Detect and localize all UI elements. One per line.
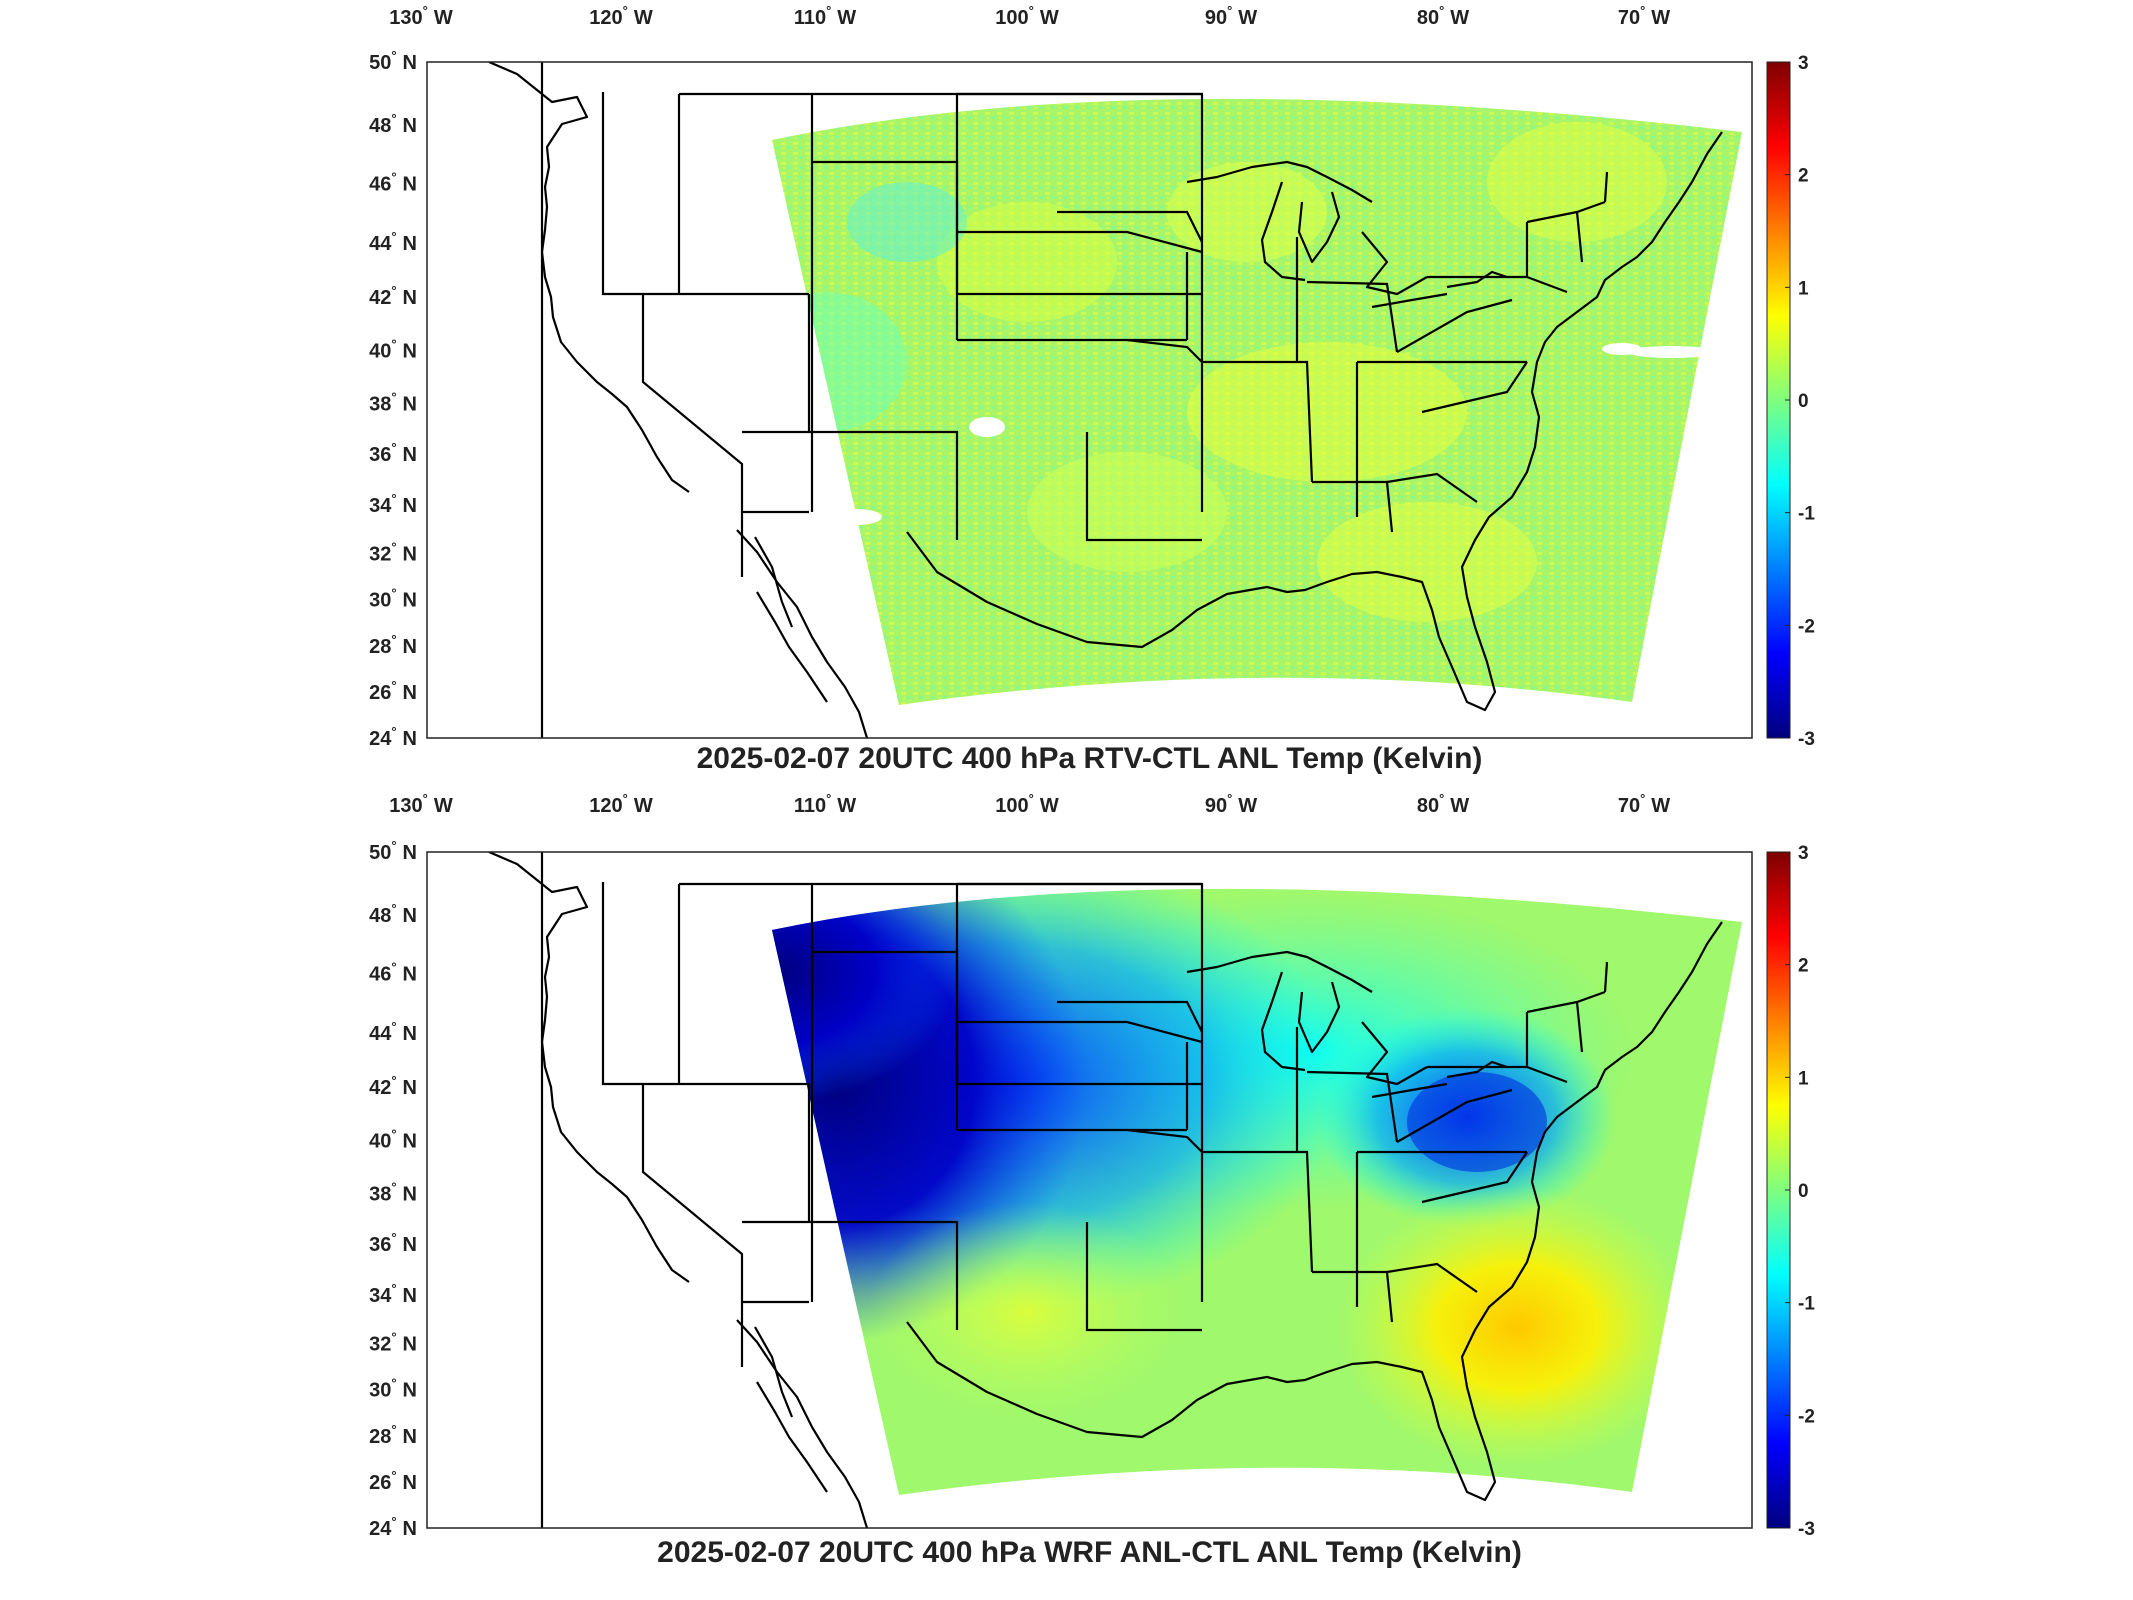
colorbar-tick-label: 1 (1798, 278, 1809, 299)
lat-tick-label: 30° N (369, 1375, 417, 1401)
panel-title: 2025-02-07 20UTC 400 hPa RTV-CTL ANL Tem… (697, 742, 1483, 775)
lon-tick-label: 90° W (1205, 3, 1257, 29)
lat-tick-label: 50° N (369, 48, 417, 74)
lon-tick-label: 90° W (1205, 791, 1257, 817)
lat-tick-label: 46° N (369, 960, 417, 986)
colorbar-tick-label: 0 (1798, 391, 1809, 412)
lat-tick-label: 32° N (369, 539, 417, 565)
lat-tick-label: 38° N (369, 389, 417, 415)
lon-tick-label: 100° W (995, 791, 1059, 817)
lat-tick-label: 48° N (369, 901, 417, 927)
lat-tick-label: 48° N (369, 111, 417, 137)
colorbar-tick-label: 2 (1798, 166, 1809, 187)
map-area (427, 62, 1752, 738)
lat-tick-label: 36° N (369, 440, 417, 466)
lon-tick-label: 130° W (389, 791, 453, 817)
colorbar-tick-label: -2 (1798, 1406, 1815, 1427)
lat-tick-label: 24° N (369, 724, 417, 750)
map-panel-top: 130° W 120° W 110° W 100° W 90° W 80° W 70° W 50° N 48° N… (369, 3, 1815, 775)
lon-tick-label: 100° W (995, 3, 1059, 29)
lat-tick-label: 40° N (369, 337, 417, 363)
lat-tick-label: 44° N (369, 229, 417, 255)
map-panel-bottom: 130° W 120° W 110° W 100° W 90° W 80° W 70° W 50° N 48° N… (369, 791, 1815, 1569)
basemap-lines (488, 62, 1723, 738)
basemap-lines (488, 852, 1723, 1528)
colorbar-tick-label: 1 (1798, 1068, 1809, 1089)
lat-tick-label: 28° N (369, 1422, 417, 1448)
lat-tick-label: 34° N (369, 491, 417, 517)
lat-tick-label: 36° N (369, 1230, 417, 1256)
lat-tick-label: 26° N (369, 678, 417, 704)
lat-tick-label: 24° N (369, 1514, 417, 1540)
colorbar-tick-label: 3 (1798, 53, 1809, 74)
map-area (427, 852, 1752, 1528)
colorbar-tick-label: -2 (1798, 616, 1815, 637)
lon-tick-label: 110° W (794, 791, 856, 817)
axes-frame (426, 61, 1753, 739)
lat-tick-label: 32° N (369, 1329, 417, 1355)
colorbar-tick-label: 0 (1798, 1181, 1809, 1202)
lat-tick-label: 40° N (369, 1127, 417, 1153)
lat-tick-label: 44° N (369, 1019, 417, 1045)
lon-tick-label: 120° W (589, 3, 653, 29)
colorbar-tick-label: 3 (1798, 843, 1809, 864)
lon-tick-label: 80° W (1417, 791, 1469, 817)
lat-tick-label: 26° N (369, 1468, 417, 1494)
lon-tick-label: 130° W (389, 3, 453, 29)
lat-tick-label: 46° N (369, 170, 417, 196)
lat-tick-label: 38° N (369, 1179, 417, 1205)
lat-tick-label: 42° N (369, 1073, 417, 1099)
lon-tick-label: 120° W (589, 791, 653, 817)
lon-tick-label: 80° W (1417, 3, 1469, 29)
lon-tick-label: 110° W (794, 3, 856, 29)
colorbar-tick-label: -1 (1798, 1294, 1815, 1315)
colorbar-tick-label: -3 (1798, 1519, 1815, 1540)
lat-tick-label: 30° N (369, 585, 417, 611)
lat-tick-label: 28° N (369, 632, 417, 658)
colorbar-tick-label: -3 (1798, 729, 1815, 750)
lat-tick-label: 50° N (369, 838, 417, 864)
lon-tick-label: 70° W (1618, 3, 1670, 29)
lon-tick-label: 70° W (1618, 791, 1670, 817)
colorbar-tick-label: 2 (1798, 956, 1809, 977)
panel-title: 2025-02-07 20UTC 400 hPa WRF ANL-CTL ANL… (657, 1536, 1522, 1569)
lat-tick-label: 34° N (369, 1281, 417, 1307)
colorbar-tick-label: -1 (1798, 504, 1815, 525)
axes-frame (426, 851, 1753, 1529)
lat-tick-label: 42° N (369, 283, 417, 309)
